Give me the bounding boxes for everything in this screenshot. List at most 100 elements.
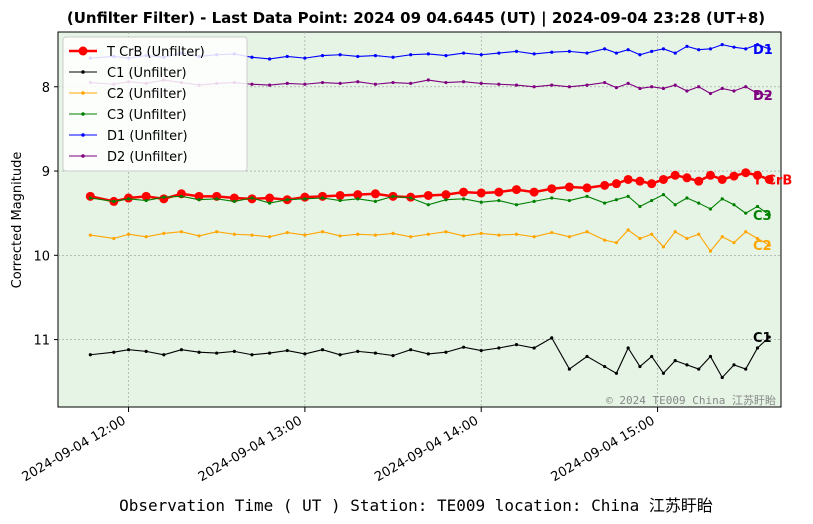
- series-layer: [85, 43, 774, 380]
- data-point: [356, 80, 360, 84]
- data-point: [532, 85, 536, 89]
- data-point: [708, 249, 713, 253]
- data-point: [441, 190, 451, 200]
- data-point: [338, 353, 342, 357]
- data-point: [444, 350, 448, 354]
- data-point: [320, 230, 325, 234]
- data-point: [285, 54, 289, 59]
- data-point: [585, 194, 589, 198]
- data-point: [603, 80, 607, 85]
- data-point: [708, 354, 713, 359]
- data-point: [162, 353, 166, 357]
- legend-item: C3 (Unfilter): [69, 108, 187, 123]
- data-point: [623, 174, 633, 184]
- data-point: [373, 351, 378, 355]
- data-point: [755, 204, 760, 209]
- data-point: [732, 241, 736, 245]
- data-point: [732, 45, 736, 49]
- data-point: [694, 176, 704, 186]
- data-point: [426, 203, 430, 207]
- data-point: [303, 352, 307, 356]
- data-point: [685, 44, 689, 48]
- chart-title: (Unfilter Filter) - Last Data Point: 202…: [67, 9, 765, 28]
- data-point: [338, 234, 342, 238]
- data-point: [638, 86, 642, 91]
- series-c1: [88, 335, 771, 380]
- data-point: [732, 363, 736, 367]
- data-point: [661, 47, 666, 51]
- data-point: [614, 371, 619, 375]
- data-point: [603, 47, 607, 51]
- data-point: [391, 194, 395, 198]
- data-point: [585, 51, 589, 55]
- data-point: [650, 198, 654, 203]
- data-point: [614, 86, 619, 90]
- data-point: [497, 51, 501, 55]
- series-line: [90, 336, 770, 379]
- data-point: [685, 196, 689, 200]
- data-point: [685, 363, 689, 367]
- data-point: [697, 48, 701, 52]
- data-point: [638, 364, 642, 369]
- data-point: [603, 201, 607, 205]
- data-point: [353, 190, 363, 200]
- data-point: [497, 233, 501, 237]
- data-point: [614, 241, 619, 245]
- data-point: [600, 180, 610, 190]
- legend-item: C1 (Unfilter): [69, 66, 187, 81]
- data-point: [682, 173, 692, 183]
- data-point: [144, 349, 148, 353]
- data-point: [650, 85, 654, 89]
- data-point: [409, 53, 413, 57]
- data-point: [705, 170, 715, 180]
- legend-label: T CrB (Unfilter): [106, 45, 205, 60]
- data-point: [391, 231, 395, 236]
- end-label: C2: [753, 239, 772, 254]
- legend-marker: [81, 91, 85, 95]
- data-point: [567, 367, 571, 371]
- data-point: [426, 78, 430, 82]
- data-point: [670, 170, 680, 180]
- end-label: C1: [753, 331, 772, 346]
- data-point: [126, 232, 131, 236]
- data-point: [232, 232, 236, 236]
- data-point: [767, 335, 771, 339]
- data-point: [356, 54, 360, 59]
- data-point: [697, 201, 701, 205]
- data-point: [767, 47, 771, 51]
- data-point: [752, 170, 762, 180]
- data-point: [585, 354, 589, 359]
- data-point: [611, 179, 621, 189]
- data-point: [658, 174, 668, 184]
- data-point: [179, 348, 184, 352]
- data-point: [476, 188, 486, 198]
- data-point: [232, 199, 236, 203]
- data-point: [197, 350, 201, 354]
- data-point: [479, 231, 483, 236]
- y-tick-label: 8: [42, 81, 50, 96]
- data-point: [626, 48, 630, 52]
- data-point: [697, 367, 701, 371]
- end-labels: T CrB C1 C2 C3 D1 D2: [753, 43, 792, 346]
- end-label: C3: [753, 209, 772, 224]
- data-point: [409, 235, 413, 239]
- data-point: [250, 82, 254, 86]
- data-point: [755, 91, 760, 96]
- data-point: [673, 203, 677, 207]
- data-point: [303, 197, 307, 201]
- data-point: [479, 348, 483, 353]
- data-point: [162, 231, 166, 236]
- data-point: [268, 351, 272, 355]
- data-point: [755, 236, 760, 241]
- data-point: [767, 243, 771, 247]
- data-point: [585, 83, 589, 87]
- data-point: [162, 195, 166, 199]
- data-point: [409, 81, 413, 86]
- data-point: [661, 86, 666, 91]
- legend-marker: [78, 46, 88, 56]
- x-tick-label: 2024-09-04 13:00: [196, 413, 305, 485]
- legend-label: C2 (Unfilter): [107, 87, 187, 102]
- data-point: [567, 49, 571, 53]
- data-point: [144, 235, 148, 239]
